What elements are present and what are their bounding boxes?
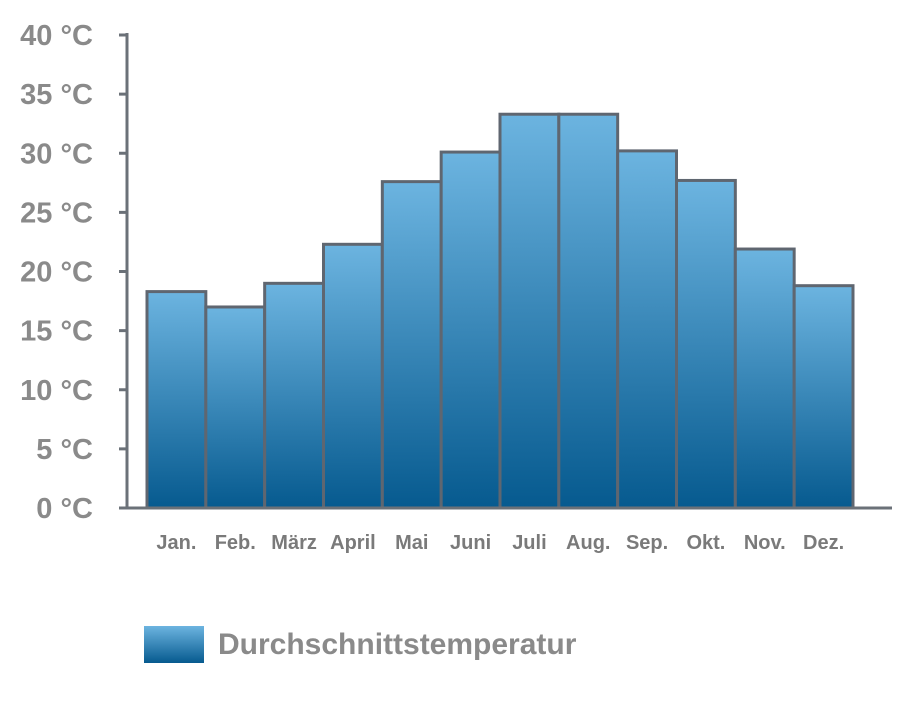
y-tick-label: 35 °C bbox=[20, 79, 93, 111]
bar-11 bbox=[733, 247, 796, 510]
bar-7 bbox=[498, 112, 561, 510]
x-tick-label: Mai bbox=[395, 532, 428, 554]
x-axis-ticks: Jan. Feb. März April Mai Juni Juli Aug. Sep. Okt.… bbox=[156, 532, 844, 554]
bar-5 bbox=[380, 180, 443, 510]
y-tick-label: 10 °C bbox=[20, 375, 93, 407]
bar-4 bbox=[322, 242, 384, 510]
y-tick-label: 15 °C bbox=[20, 316, 93, 348]
legend-swatch bbox=[144, 626, 204, 663]
bar-3 bbox=[263, 281, 325, 510]
x-tick-label: Jan. bbox=[156, 532, 196, 554]
x-tick-label: März bbox=[271, 532, 317, 554]
x-tick-label: Okt. bbox=[686, 532, 725, 554]
x-tick-label: Nov. bbox=[744, 532, 786, 554]
legend: Durchschnittstemperatur bbox=[144, 626, 576, 663]
x-tick-label: Juli bbox=[512, 532, 546, 554]
x-tick-label: April bbox=[330, 532, 376, 554]
y-tick-label: 25 °C bbox=[20, 197, 93, 229]
bar-10 bbox=[675, 178, 737, 510]
x-tick-label: Dez. bbox=[803, 532, 844, 554]
y-tick-label: 30 °C bbox=[20, 138, 93, 170]
bar-1 bbox=[145, 290, 208, 510]
bar-2 bbox=[204, 305, 267, 510]
bar-8 bbox=[557, 112, 620, 510]
bar-12 bbox=[792, 284, 855, 510]
y-axis-ticks: 0 °C 5 °C 10 °C 15 °C 20 °C 25 °C 30 °C 35 °C 40… bbox=[20, 20, 127, 525]
bar-6 bbox=[439, 150, 502, 510]
x-tick-label: Aug. bbox=[566, 532, 610, 554]
y-tick-label: 40 °C bbox=[20, 20, 93, 52]
y-tick-label: 0 °C bbox=[36, 493, 93, 525]
bar-9 bbox=[616, 149, 679, 510]
bar-group bbox=[145, 112, 855, 510]
y-tick-label: 5 °C bbox=[36, 434, 93, 466]
x-tick-label: Juni bbox=[450, 532, 491, 554]
x-tick-label: Feb. bbox=[215, 532, 256, 554]
legend-label: Durchschnittstemperatur bbox=[218, 627, 577, 661]
x-tick-label: Sep. bbox=[626, 532, 668, 554]
y-tick-label: 20 °C bbox=[20, 257, 93, 289]
